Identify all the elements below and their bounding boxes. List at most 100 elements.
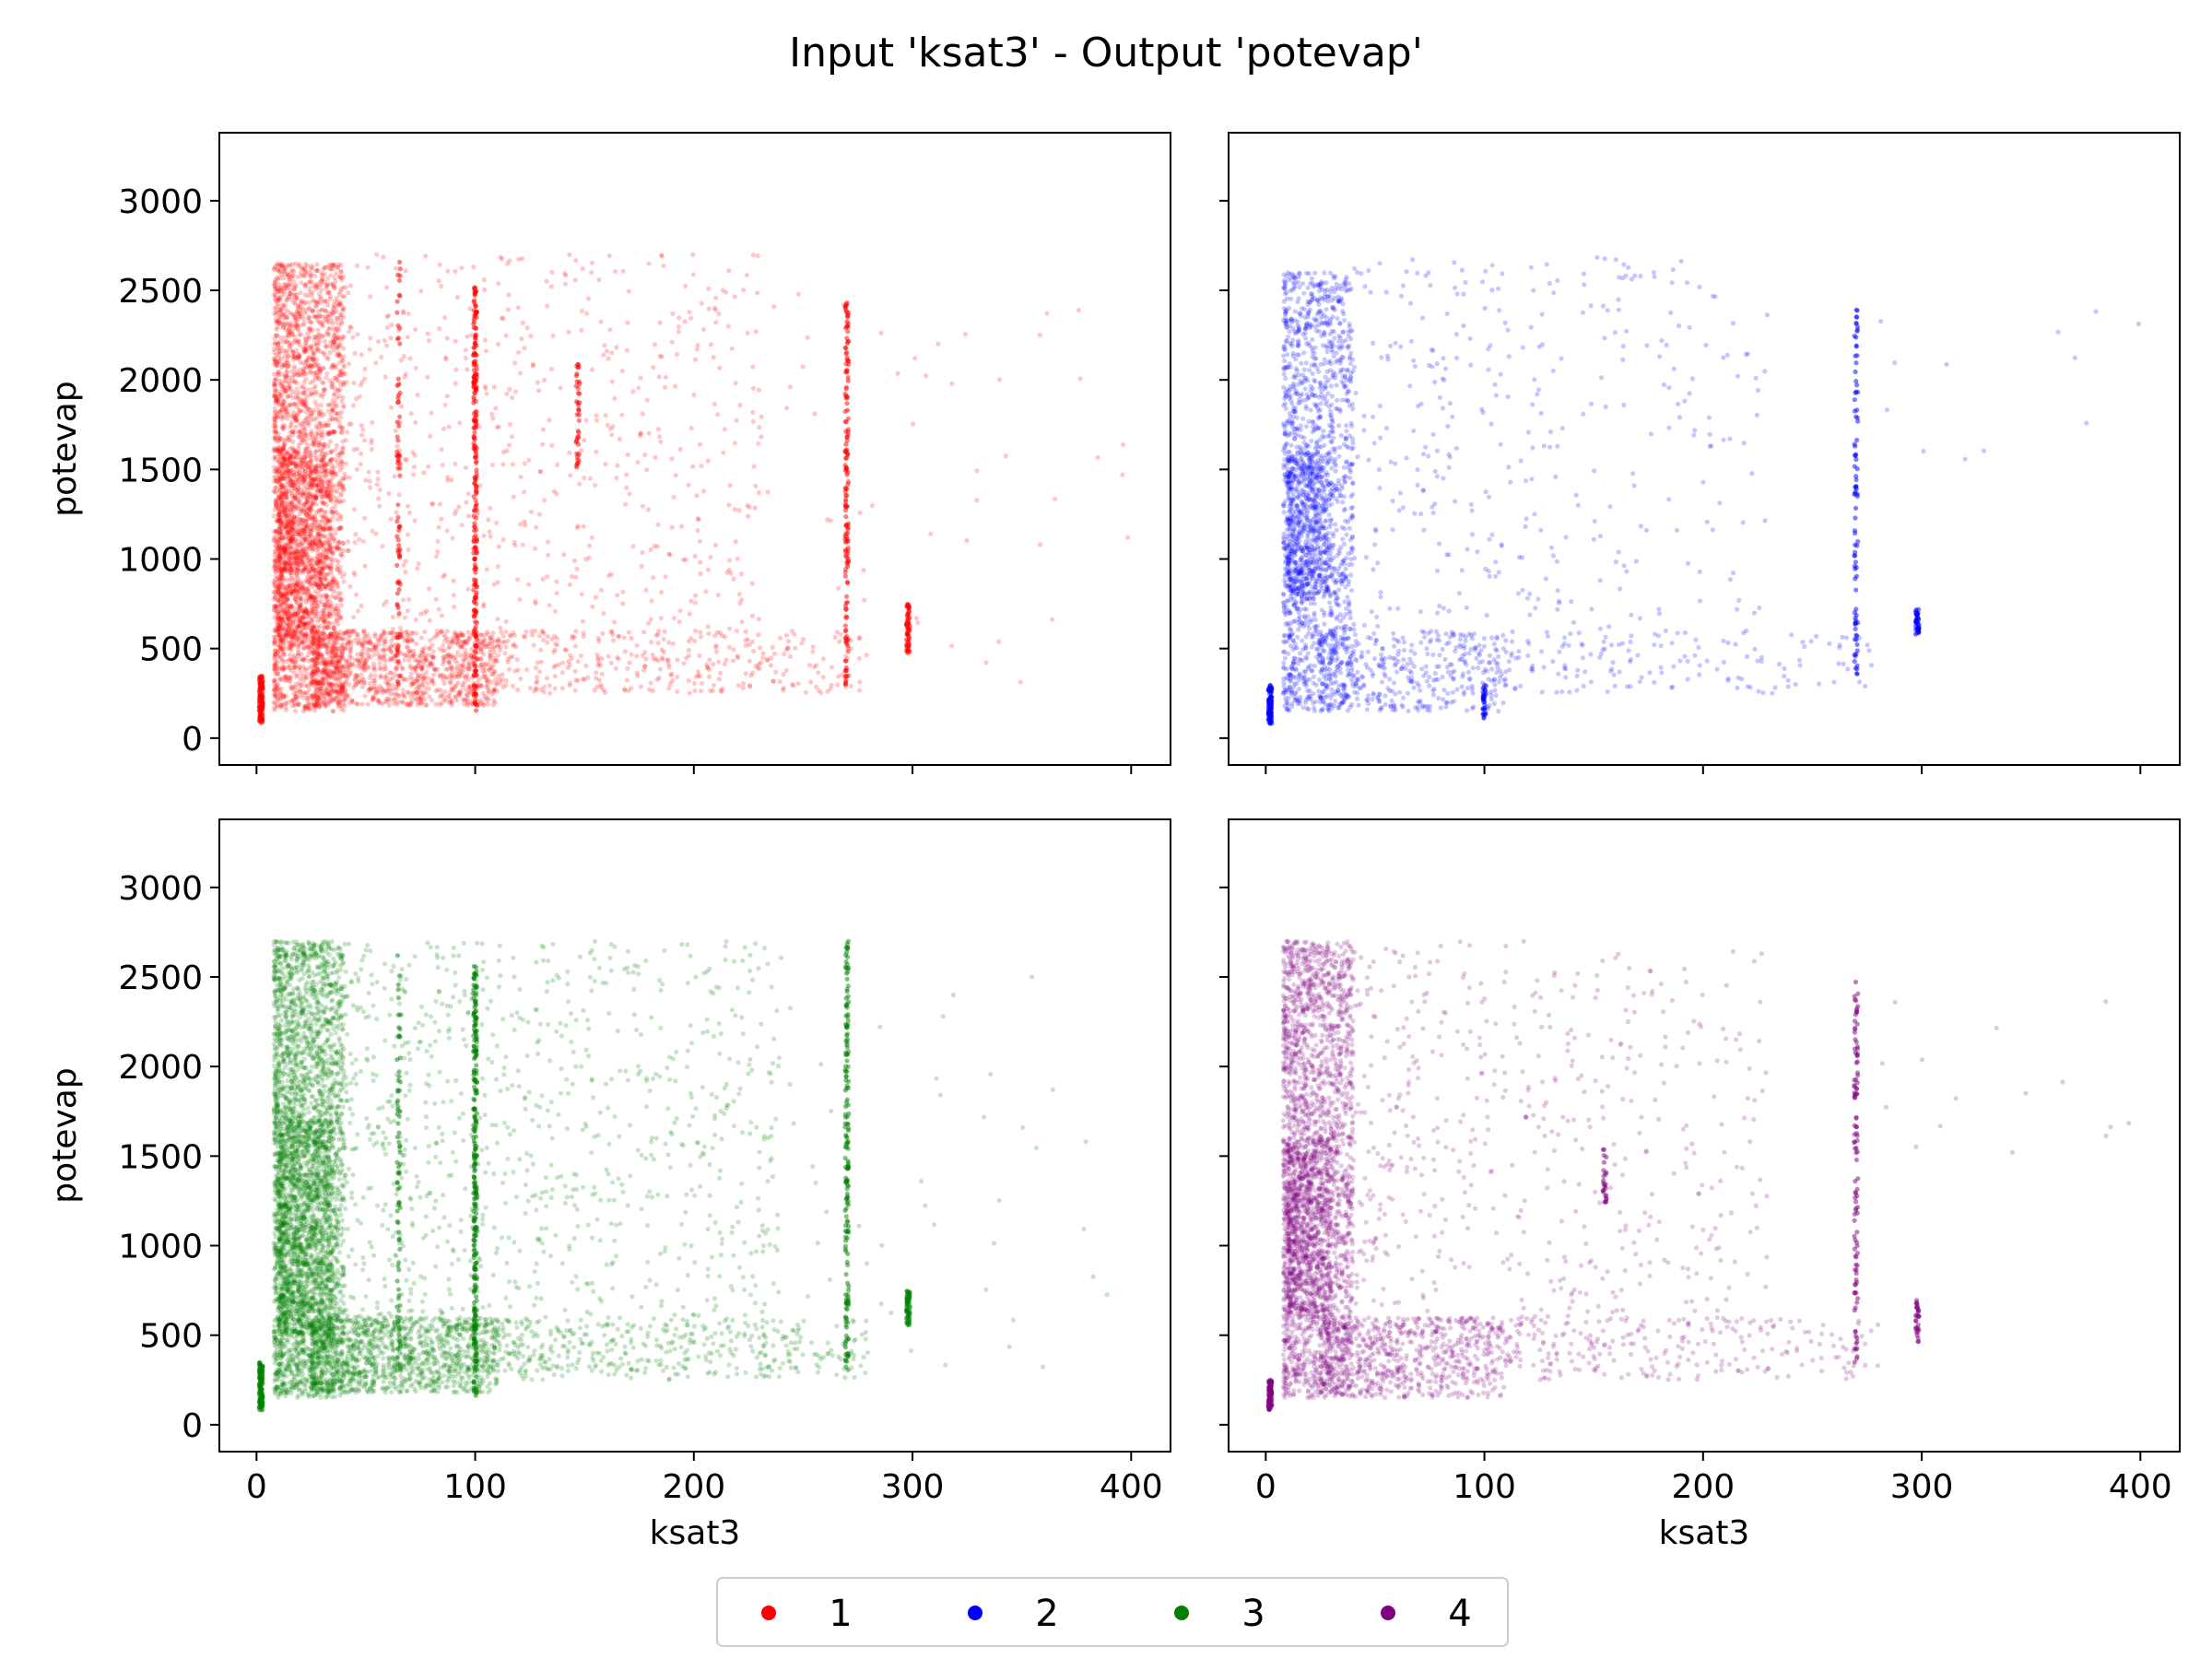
data-point bbox=[295, 652, 301, 657]
data-point bbox=[300, 345, 306, 350]
data-point bbox=[277, 493, 283, 499]
data-point bbox=[285, 606, 290, 612]
data-point bbox=[545, 574, 550, 580]
data-point bbox=[295, 545, 300, 550]
data-point bbox=[445, 475, 451, 480]
data-point bbox=[280, 325, 286, 331]
data-point bbox=[419, 699, 425, 704]
data-point bbox=[643, 587, 649, 593]
data-point bbox=[272, 340, 277, 346]
data-point bbox=[277, 586, 283, 592]
data-point bbox=[388, 516, 394, 522]
data-point bbox=[321, 643, 326, 649]
data-point bbox=[308, 362, 313, 369]
data-point bbox=[429, 410, 434, 416]
data-point bbox=[287, 577, 293, 582]
data-point bbox=[338, 635, 344, 641]
data-point bbox=[273, 415, 278, 421]
data-point bbox=[338, 691, 344, 697]
data-point bbox=[319, 609, 324, 615]
data-point bbox=[299, 489, 305, 496]
data-point bbox=[274, 424, 279, 429]
data-point bbox=[285, 466, 290, 472]
data-point bbox=[312, 680, 317, 686]
data-point bbox=[286, 408, 291, 415]
data-point bbox=[289, 520, 295, 525]
data-point bbox=[305, 293, 311, 299]
data-point bbox=[294, 589, 300, 595]
data-point bbox=[311, 410, 316, 416]
data-point bbox=[305, 513, 311, 519]
data-point bbox=[317, 687, 323, 692]
data-point bbox=[272, 292, 277, 298]
data-point bbox=[332, 536, 337, 542]
data-point bbox=[590, 604, 595, 609]
data-point bbox=[285, 513, 290, 519]
data-point bbox=[288, 330, 293, 335]
data-point bbox=[302, 397, 308, 404]
data-point bbox=[314, 457, 320, 463]
data-point bbox=[300, 474, 306, 479]
data-point bbox=[315, 526, 321, 532]
data-point bbox=[292, 597, 298, 603]
data-point bbox=[331, 283, 336, 288]
data-point bbox=[297, 623, 302, 629]
data-point bbox=[297, 587, 303, 593]
data-point bbox=[316, 585, 322, 591]
data-point bbox=[294, 555, 300, 560]
data-point bbox=[300, 540, 306, 547]
data-point bbox=[272, 685, 277, 690]
data-point bbox=[411, 680, 417, 686]
data-point bbox=[272, 418, 278, 423]
data-point bbox=[327, 698, 333, 704]
data-point bbox=[483, 385, 488, 392]
data-point bbox=[624, 347, 630, 353]
data-point bbox=[316, 536, 322, 542]
data-point bbox=[309, 320, 314, 325]
data-point bbox=[310, 631, 315, 637]
data-point bbox=[320, 581, 325, 586]
data-point bbox=[320, 432, 325, 438]
data-point bbox=[320, 276, 325, 282]
data-point bbox=[304, 409, 310, 415]
data-point bbox=[316, 420, 322, 426]
data-point bbox=[740, 288, 747, 293]
data-point bbox=[459, 523, 465, 528]
data-point bbox=[726, 502, 732, 508]
data-point bbox=[309, 594, 314, 600]
data-point bbox=[275, 398, 280, 404]
data-point bbox=[298, 595, 303, 601]
data-point bbox=[336, 684, 342, 690]
data-point bbox=[329, 317, 335, 323]
data-point bbox=[314, 582, 320, 587]
data-point bbox=[449, 477, 454, 483]
data-point bbox=[288, 424, 293, 430]
data-point bbox=[542, 498, 547, 503]
data-point bbox=[307, 649, 312, 654]
data-point bbox=[448, 673, 453, 678]
data-point bbox=[360, 643, 366, 649]
data-point bbox=[493, 406, 499, 411]
data-point bbox=[393, 428, 398, 433]
data-point bbox=[286, 617, 291, 622]
data-point bbox=[500, 462, 506, 467]
data-point bbox=[306, 576, 312, 582]
data-point bbox=[306, 595, 312, 602]
data-point bbox=[299, 683, 304, 688]
data-point bbox=[301, 567, 307, 573]
data-point bbox=[322, 272, 327, 277]
data-point bbox=[406, 311, 411, 316]
data-point bbox=[743, 671, 748, 677]
data-point bbox=[347, 283, 353, 288]
data-point bbox=[380, 648, 385, 653]
data-point bbox=[435, 538, 441, 544]
data-point bbox=[335, 265, 340, 270]
data-point bbox=[359, 701, 365, 707]
data-point bbox=[295, 647, 301, 653]
data-point bbox=[273, 658, 278, 665]
data-point bbox=[273, 652, 278, 657]
data-point bbox=[287, 273, 292, 278]
data-point bbox=[272, 356, 277, 361]
data-point bbox=[317, 332, 323, 338]
data-point bbox=[338, 513, 344, 519]
